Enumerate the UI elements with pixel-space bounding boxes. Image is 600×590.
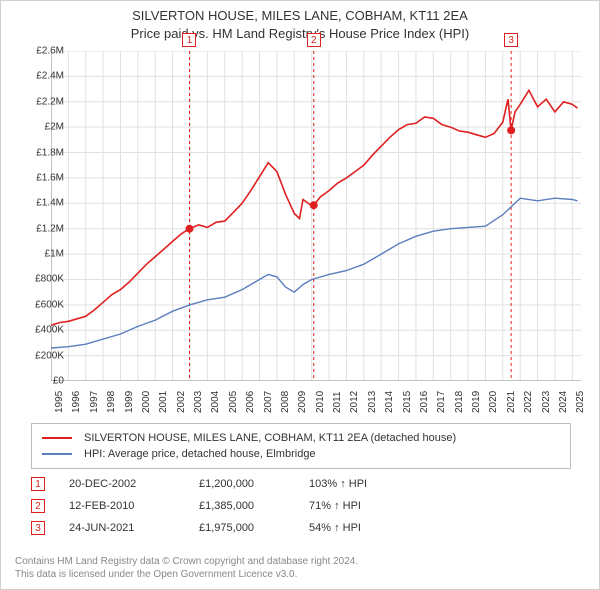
legend-box: SILVERTON HOUSE, MILES LANE, COBHAM, KT1… xyxy=(31,423,571,469)
y-tick-label: £1.2M xyxy=(19,223,64,234)
event-row-3: 3 24-JUN-2021 £1,975,000 54% ↑ HPI xyxy=(31,517,571,539)
x-tick-label: 1995 xyxy=(54,391,65,413)
y-tick-label: £600K xyxy=(19,299,64,310)
x-tick-label: 2019 xyxy=(471,391,482,413)
event-price-1: £1,200,000 xyxy=(199,478,309,490)
x-tick-label: 2018 xyxy=(454,391,465,413)
footer-line2: This data is licensed under the Open Gov… xyxy=(15,568,358,581)
x-tick-label: 2010 xyxy=(315,391,326,413)
x-tick-label: 1996 xyxy=(71,391,82,413)
x-tick-label: 1997 xyxy=(89,391,100,413)
x-tick-label: 2007 xyxy=(263,391,274,413)
footer-attribution: Contains HM Land Registry data © Crown c… xyxy=(15,555,358,581)
event-marker-3: 3 xyxy=(31,521,45,535)
legend-swatch-series2 xyxy=(42,453,72,455)
event-row-2: 2 12-FEB-2010 £1,385,000 71% ↑ HPI xyxy=(31,495,571,517)
x-tick-label: 2013 xyxy=(367,391,378,413)
x-tick-label: 2000 xyxy=(141,391,152,413)
event-date-1: 20-DEC-2002 xyxy=(69,478,199,490)
event-hpi-2: 71% ↑ HPI xyxy=(309,500,571,512)
y-tick-label: £400K xyxy=(19,325,64,336)
plot-svg xyxy=(51,51,581,381)
events-table: 1 20-DEC-2002 £1,200,000 103% ↑ HPI 2 12… xyxy=(31,473,571,539)
y-tick-label: £2.4M xyxy=(19,71,64,82)
event-marker-box: 2 xyxy=(307,33,321,47)
event-marker-2: 2 xyxy=(31,499,45,513)
x-tick-label: 2024 xyxy=(558,391,569,413)
event-marker-box: 1 xyxy=(182,33,196,47)
x-tick-label: 2008 xyxy=(280,391,291,413)
x-tick-label: 2020 xyxy=(488,391,499,413)
x-tick-label: 2017 xyxy=(436,391,447,413)
x-tick-label: 2003 xyxy=(193,391,204,413)
chart-plot-area xyxy=(51,51,581,381)
y-tick-label: £2.6M xyxy=(19,46,64,57)
title-line1: SILVERTON HOUSE, MILES LANE, COBHAM, KT1… xyxy=(1,7,599,25)
x-tick-label: 2014 xyxy=(384,391,395,413)
y-tick-label: £2.2M xyxy=(19,96,64,107)
x-tick-label: 2021 xyxy=(506,391,517,413)
x-tick-label: 2002 xyxy=(176,391,187,413)
legend-row-series1: SILVERTON HOUSE, MILES LANE, COBHAM, KT1… xyxy=(42,430,560,446)
x-tick-label: 2005 xyxy=(228,391,239,413)
event-date-3: 24-JUN-2021 xyxy=(69,522,199,534)
x-tick-label: 2012 xyxy=(349,391,360,413)
legend-label-series2: HPI: Average price, detached house, Elmb… xyxy=(84,448,316,460)
x-tick-label: 2001 xyxy=(158,391,169,413)
y-tick-label: £0 xyxy=(19,376,64,387)
x-tick-label: 2011 xyxy=(332,391,343,413)
event-date-2: 12-FEB-2010 xyxy=(69,500,199,512)
event-price-3: £1,975,000 xyxy=(199,522,309,534)
footer-line1: Contains HM Land Registry data © Crown c… xyxy=(15,555,358,568)
event-price-2: £1,385,000 xyxy=(199,500,309,512)
x-tick-label: 2023 xyxy=(541,391,552,413)
x-tick-label: 2016 xyxy=(419,391,430,413)
chart-container: SILVERTON HOUSE, MILES LANE, COBHAM, KT1… xyxy=(0,0,600,590)
legend-label-series1: SILVERTON HOUSE, MILES LANE, COBHAM, KT1… xyxy=(84,432,456,444)
event-hpi-1: 103% ↑ HPI xyxy=(309,478,571,490)
x-tick-label: 2025 xyxy=(575,391,586,413)
y-tick-label: £2M xyxy=(19,122,64,133)
x-tick-label: 2009 xyxy=(297,391,308,413)
x-tick-label: 1998 xyxy=(106,391,117,413)
x-tick-label: 1999 xyxy=(124,391,135,413)
y-tick-label: £1.6M xyxy=(19,172,64,183)
x-tick-label: 2004 xyxy=(210,391,221,413)
event-row-1: 1 20-DEC-2002 £1,200,000 103% ↑ HPI xyxy=(31,473,571,495)
event-marker-1: 1 xyxy=(31,477,45,491)
x-tick-label: 2022 xyxy=(523,391,534,413)
y-tick-label: £1M xyxy=(19,249,64,260)
x-tick-label: 2006 xyxy=(245,391,256,413)
event-hpi-3: 54% ↑ HPI xyxy=(309,522,571,534)
y-tick-label: £1.8M xyxy=(19,147,64,158)
x-tick-label: 2015 xyxy=(402,391,413,413)
y-tick-label: £1.4M xyxy=(19,198,64,209)
legend-swatch-series1 xyxy=(42,437,72,439)
legend-row-series2: HPI: Average price, detached house, Elmb… xyxy=(42,446,560,462)
event-marker-box: 3 xyxy=(504,33,518,47)
y-tick-label: £200K xyxy=(19,350,64,361)
y-tick-label: £800K xyxy=(19,274,64,285)
